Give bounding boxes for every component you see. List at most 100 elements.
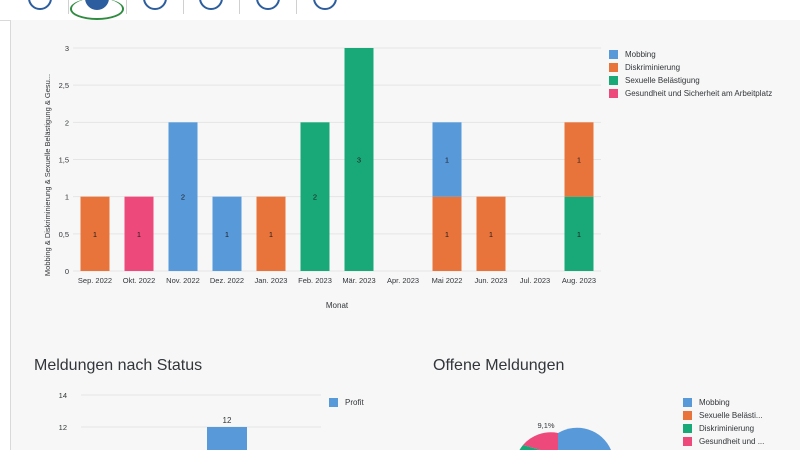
toolbar-divider — [239, 0, 240, 14]
legend-swatch — [329, 398, 338, 407]
legend-label: Diskriminierung — [625, 63, 681, 72]
pie-data-label: 9,1% — [537, 421, 554, 430]
top-toolbar — [0, 0, 800, 21]
toolbar-divider — [183, 0, 184, 14]
pie-slice-mobbing[interactable] — [558, 427, 611, 450]
legend-item-diskriminierung[interactable]: Diskriminierung — [609, 61, 772, 74]
legend-item-belaestigung[interactable]: Sexuelle Belästi... — [683, 409, 764, 422]
data-label: 1 — [577, 156, 581, 165]
x-tick-label: Aug. 2023 — [562, 276, 596, 285]
toolbar-divider — [68, 0, 69, 14]
x-tick-label: Mai 2022 — [432, 276, 463, 285]
share-icon[interactable] — [256, 0, 280, 10]
open-reports-pie: 9,1% — [517, 421, 611, 450]
legend-swatch — [609, 89, 618, 98]
data-label: 2 — [181, 193, 185, 202]
bar-segment[interactable] — [124, 196, 154, 271]
x-tick-label: Dez. 2022 — [210, 276, 244, 285]
legend-label: Sexuelle Belästigung — [625, 76, 700, 85]
legend-label: Gesundheit und ... — [699, 437, 765, 446]
bar-segment[interactable] — [564, 196, 594, 271]
status-section-title: Meldungen nach Status — [34, 357, 203, 374]
x-tick-label: Jul. 2023 — [520, 276, 550, 285]
data-label: 1 — [445, 156, 449, 165]
x-tick-label: Jun. 2023 — [475, 276, 508, 285]
bar-segment[interactable] — [344, 48, 374, 271]
legend-item-diskriminierung[interactable]: Diskriminierung — [683, 422, 764, 435]
legend-swatch — [609, 63, 618, 72]
y-axis-label: Mobbing & Diskriminierung & Sexuelle Bel… — [43, 74, 52, 276]
data-label: 1 — [137, 230, 141, 239]
bar-segment[interactable] — [432, 122, 462, 197]
bar-segment[interactable] — [80, 196, 110, 271]
legend-swatch — [683, 437, 692, 446]
x-tick-label: Jan. 2023 — [255, 276, 288, 285]
calendar-icon[interactable] — [199, 0, 223, 10]
legend-swatch — [609, 76, 618, 85]
legend-item-gesundheit[interactable]: Gesundheit und ... — [683, 435, 764, 448]
legend-label: Profit — [345, 398, 364, 407]
bar-segment[interactable] — [256, 196, 286, 271]
bar-segment[interactable] — [300, 122, 330, 271]
document-icon[interactable] — [313, 0, 337, 10]
legend-label: Mobbing — [625, 50, 656, 59]
y-tick-label: 3 — [65, 44, 69, 53]
bar-segment[interactable] — [476, 196, 506, 271]
data-label: 1 — [225, 230, 229, 239]
data-label: 3 — [357, 156, 361, 165]
data-label: 1 — [269, 230, 273, 239]
data-label: 1 — [489, 230, 493, 239]
x-tick-label: Sep. 2022 — [78, 276, 112, 285]
pie-slice-gesundheit[interactable] — [523, 432, 558, 450]
legend-item-profit[interactable]: Profit — [329, 396, 364, 409]
legend-swatch — [683, 398, 692, 407]
data-label: 12 — [223, 416, 232, 425]
pie-slice-belaestigung[interactable] — [517, 445, 558, 450]
data-label: 1 — [445, 230, 449, 239]
x-axis-label: Monat — [326, 301, 349, 310]
toolbar-divider — [126, 0, 127, 14]
y-tick-label: 12 — [59, 423, 67, 432]
legend-swatch — [609, 50, 618, 59]
main-chart-legend: Mobbing Diskriminierung Sexuelle Belästi… — [609, 48, 772, 100]
bar-segment[interactable] — [432, 196, 462, 271]
status-legend: Profit — [329, 396, 364, 409]
status-chart: 14 12 12 — [59, 391, 321, 450]
open-reports-title: Offene Meldungen — [433, 357, 565, 374]
toolbar-divider — [296, 0, 297, 14]
x-tick-label: Nov. 2022 — [166, 276, 200, 285]
x-tick-label: Feb. 2023 — [298, 276, 332, 285]
y-tick-label: 1,5 — [59, 156, 69, 165]
y-tick-label: 2,5 — [59, 81, 69, 90]
bar-segment[interactable] — [564, 122, 594, 197]
monthly-reports-chart: 1 1 2 1 1 2 3 1 1 1 1 1 0 0,5 1 1,5 2 2,5 3 Sep. 2022 Okt.… — [43, 44, 601, 310]
legend-label: Gesundheit und Sicherheit am Arbeitplatz — [625, 89, 773, 98]
data-label: 1 — [93, 230, 97, 239]
open-reports-legend: Mobbing Sexuelle Belästi... Diskriminier… — [683, 396, 764, 448]
y-tick-label: 1 — [65, 193, 69, 202]
legend-item-belaestigung[interactable]: Sexuelle Belästigung — [609, 74, 772, 87]
legend-item-mobbing[interactable]: Mobbing — [683, 396, 764, 409]
status-bar[interactable] — [207, 427, 247, 450]
legend-label: Mobbing — [699, 398, 730, 407]
legend-swatch — [683, 411, 692, 420]
legend-item-mobbing[interactable]: Mobbing — [609, 48, 772, 61]
data-label: 1 — [577, 230, 581, 239]
legend-label: Sexuelle Belästi... — [699, 411, 763, 420]
legend-item-gesundheit[interactable]: Gesundheit und Sicherheit am Arbeitplatz — [609, 87, 772, 100]
bar-segment[interactable] — [168, 122, 198, 271]
info-icon[interactable] — [143, 0, 167, 10]
legend-label: Diskriminierung — [699, 424, 755, 433]
y-tick-label: 0 — [65, 267, 69, 276]
legend-swatch — [683, 424, 692, 433]
bar-segment[interactable] — [212, 196, 242, 271]
y-tick-label: 0,5 — [59, 230, 69, 239]
x-tick-label: Apr. 2023 — [387, 276, 419, 285]
active-tab-frame[interactable] — [70, 0, 124, 20]
home-icon[interactable] — [28, 0, 52, 10]
x-tick-label: Mär. 2023 — [342, 276, 375, 285]
x-tick-label: Okt. 2022 — [123, 276, 156, 285]
y-tick-label: 2 — [65, 118, 69, 127]
data-label: 2 — [313, 193, 317, 202]
